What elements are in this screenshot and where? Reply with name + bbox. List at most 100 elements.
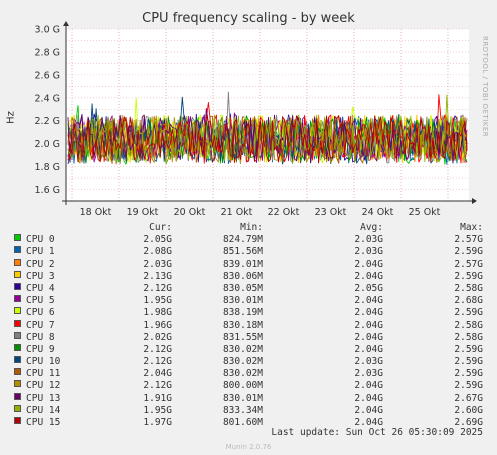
legend-swatch xyxy=(14,331,21,339)
y-tick-label: 2.4 G xyxy=(35,93,61,104)
legend-series-name: CPU 6 xyxy=(26,307,55,319)
legend-min-value: 839.01M xyxy=(222,258,263,270)
legend-swatch xyxy=(14,234,21,242)
legend-row: CPU 6 1.98G 838.19M 2.04G 2.59G xyxy=(0,307,497,319)
legend-swatch xyxy=(14,307,21,315)
legend-min-value: 831.55M xyxy=(222,331,263,343)
legend-min-value: 830.02M xyxy=(222,356,263,368)
legend-swatch xyxy=(14,270,21,278)
legend-header-max: Max: xyxy=(460,222,483,233)
x-tick-label: 22 Okt xyxy=(268,207,300,218)
legend-avg-value: 2.04G xyxy=(354,258,383,270)
legend-avg-value: 2.03G xyxy=(354,356,383,368)
legend-cur-value: 2.12G xyxy=(143,380,172,392)
legend-min-value: 801.60M xyxy=(222,417,263,428)
legend-max-value: 2.59G xyxy=(454,380,483,392)
legend-swatch xyxy=(14,417,21,424)
y-tick-label: 2.0 G xyxy=(35,139,61,150)
legend-cur-value: 2.12G xyxy=(143,282,172,294)
legend-min-value: 830.06M xyxy=(222,270,263,282)
plot-background xyxy=(66,29,469,201)
legend-avg-value: 2.04G xyxy=(354,343,383,355)
legend-series-name: CPU 0 xyxy=(26,234,55,246)
legend-cur-value: 1.96G xyxy=(143,319,172,331)
legend-header: Cur: Min: Avg: Max: xyxy=(0,222,497,234)
legend-series-name: CPU 14 xyxy=(26,404,61,416)
legend-cur-value: 1.98G xyxy=(143,307,172,319)
x-tick-label: 24 Okt xyxy=(362,207,394,218)
legend-max-value: 2.58G xyxy=(454,331,483,343)
legend-swatch xyxy=(14,380,21,388)
legend-cur-value: 2.02G xyxy=(143,331,172,343)
legend-series-name: CPU 5 xyxy=(26,295,55,307)
x-axis-arrow xyxy=(472,198,477,204)
legend-max-value: 2.59G xyxy=(454,343,483,355)
y-tick-label: 1.6 G xyxy=(35,185,61,196)
legend-cur-value: 2.13G xyxy=(143,270,172,282)
x-axis-ticks: 18 Okt 19 Okt 20 Okt 21 Okt 22 Okt 23 Okt 24 O… xyxy=(80,207,441,218)
legend-min-value: 830.18M xyxy=(222,319,263,331)
legend-avg-value: 2.03G xyxy=(354,234,383,246)
legend-min-value: 830.01M xyxy=(222,392,263,404)
chart-title: CPU frequency scaling - by week xyxy=(142,11,355,26)
y-axis-ticks: 1.6 G 1.8 G 2.0 G 2.2 G 2.4 G 2.6 G 2.8 G 3.0 G xyxy=(35,25,61,197)
legend-avg-value: 2.04G xyxy=(354,307,383,319)
legend-swatch xyxy=(14,319,21,327)
legend-avg-value: 2.04G xyxy=(354,417,383,428)
legend-row: CPU 2 2.03G 839.01M 2.04G 2.57G xyxy=(0,258,497,271)
x-tick-label: 20 Okt xyxy=(174,207,206,218)
legend-avg-value: 2.03G xyxy=(354,246,383,258)
legend-min-value: 830.02M xyxy=(222,343,263,355)
series-line xyxy=(67,94,468,164)
legend-series-name: CPU 9 xyxy=(26,343,55,355)
legend-max-value: 2.60G xyxy=(454,404,483,416)
legend-max-value: 2.69G xyxy=(454,417,483,428)
legend-row: CPU 13 1.91G 830.01M 2.04G 2.67G xyxy=(0,392,497,405)
legend-series-name: CPU 12 xyxy=(26,380,61,392)
legend-series-name: CPU 8 xyxy=(26,331,55,343)
legend-min-value: 833.34M xyxy=(222,404,263,416)
legend-swatch xyxy=(14,368,21,376)
legend-min-value: 830.01M xyxy=(222,295,263,307)
grid xyxy=(66,28,469,201)
legend-avg-value: 2.04G xyxy=(354,380,383,392)
legend-max-value: 2.59G xyxy=(454,246,483,258)
legend-avg-value: 2.04G xyxy=(354,295,383,307)
legend-row: CPU 8 2.02G 831.55M 2.04G 2.58G xyxy=(0,331,497,344)
series-lines xyxy=(67,91,468,165)
legend-row: CPU 4 2.12G 830.05M 2.05G 2.58G xyxy=(0,282,497,295)
legend-row: CPU 3 2.13G 830.06M 2.04G 2.59G xyxy=(0,270,497,283)
legend-swatch xyxy=(14,356,21,364)
legend-min-value: 800.00M xyxy=(222,380,263,392)
legend-max-value: 2.68G xyxy=(454,295,483,307)
legend-cur-value: 1.95G xyxy=(143,295,172,307)
legend-cur-value: 2.12G xyxy=(143,356,172,368)
legend-cur-value: 2.05G xyxy=(143,234,172,246)
legend-max-value: 2.59G xyxy=(454,368,483,380)
legend-series-name: CPU 2 xyxy=(26,258,55,270)
legend-swatch xyxy=(14,392,21,400)
legend-row: CPU 5 1.95G 830.01M 2.04G 2.68G xyxy=(0,295,497,307)
legend-swatch xyxy=(14,404,21,412)
legend-series-name: CPU 10 xyxy=(26,356,61,368)
legend-series-name: CPU 3 xyxy=(26,270,55,282)
legend-row: CPU 7 1.96G 830.18M 2.04G 2.58G xyxy=(0,319,497,332)
legend-rows: CPU 0 2.05G 824.79M 2.03G 2.57G CPU 1 2.08G 851… xyxy=(0,234,497,429)
legend-min-value: 830.05M xyxy=(222,282,263,294)
munin-version: Munin 2.0.76 xyxy=(225,443,272,451)
legend-header-cur: Cur: xyxy=(149,222,172,233)
legend-max-value: 2.58G xyxy=(454,282,483,294)
legend-row: CPU 11 2.04G 830.02M 2.03G 2.59G xyxy=(0,368,497,380)
y-tick-label: 1.8 G xyxy=(35,162,61,173)
legend-avg-value: 2.04G xyxy=(354,404,383,416)
legend-avg-value: 2.04G xyxy=(354,331,383,343)
legend-min-value: 851.56M xyxy=(222,246,263,258)
legend-cur-value: 2.04G xyxy=(143,368,172,380)
y-tick-label: 2.8 G xyxy=(35,47,61,58)
rrdtool-credit: RRDTOOL / TOBI OETIKER xyxy=(481,36,489,138)
x-tick-label: 19 Okt xyxy=(127,207,159,218)
legend: Cur: Min: Avg: Max: CPU 0 2.05G 824.79M 2.0… xyxy=(0,222,497,429)
x-tick-label: 18 Okt xyxy=(80,207,112,218)
y-tick-label: 2.2 G xyxy=(35,116,61,127)
x-tick-label: 25 Okt xyxy=(409,207,441,218)
